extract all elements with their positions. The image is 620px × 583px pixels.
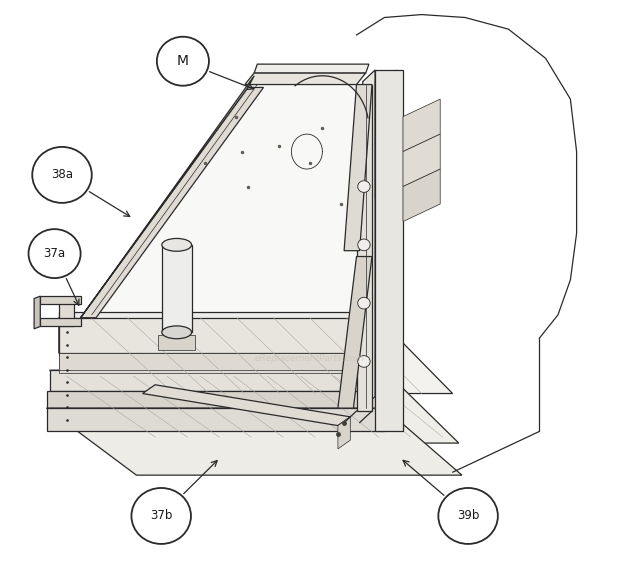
Polygon shape (46, 408, 384, 431)
Polygon shape (375, 128, 397, 198)
Polygon shape (245, 73, 366, 85)
Polygon shape (40, 318, 81, 326)
Circle shape (358, 181, 370, 192)
Text: M: M (177, 54, 189, 68)
Circle shape (157, 37, 209, 86)
Ellipse shape (162, 238, 192, 251)
Polygon shape (46, 408, 462, 475)
Circle shape (438, 488, 498, 544)
Polygon shape (59, 318, 378, 353)
Polygon shape (158, 335, 195, 350)
Polygon shape (403, 169, 440, 222)
Polygon shape (90, 85, 366, 315)
Polygon shape (162, 245, 192, 332)
Polygon shape (50, 370, 459, 443)
Ellipse shape (162, 326, 192, 339)
Polygon shape (375, 70, 403, 431)
Circle shape (358, 297, 370, 309)
Text: 37b: 37b (150, 510, 172, 522)
Polygon shape (363, 70, 375, 408)
Polygon shape (356, 85, 372, 411)
Text: 37a: 37a (43, 247, 66, 260)
Polygon shape (59, 356, 381, 373)
Circle shape (358, 356, 370, 367)
Circle shape (29, 229, 81, 278)
Polygon shape (46, 391, 381, 408)
Polygon shape (254, 64, 369, 73)
Polygon shape (143, 385, 350, 426)
Polygon shape (50, 370, 384, 391)
Polygon shape (59, 318, 143, 426)
Text: 39b: 39b (457, 510, 479, 522)
Polygon shape (338, 257, 372, 408)
Polygon shape (375, 70, 397, 140)
Polygon shape (81, 87, 264, 318)
Text: 38a: 38a (51, 168, 73, 181)
Polygon shape (59, 353, 378, 370)
Circle shape (358, 239, 370, 251)
Polygon shape (344, 85, 372, 251)
Text: eReplacementParts.com: eReplacementParts.com (255, 354, 365, 363)
Circle shape (32, 147, 92, 203)
Polygon shape (59, 312, 381, 356)
Polygon shape (34, 296, 40, 329)
Polygon shape (81, 76, 254, 318)
Polygon shape (59, 303, 74, 326)
Polygon shape (59, 318, 453, 394)
Circle shape (131, 488, 191, 544)
Polygon shape (338, 417, 350, 449)
Polygon shape (40, 296, 81, 304)
Polygon shape (403, 134, 440, 187)
Polygon shape (403, 99, 440, 152)
